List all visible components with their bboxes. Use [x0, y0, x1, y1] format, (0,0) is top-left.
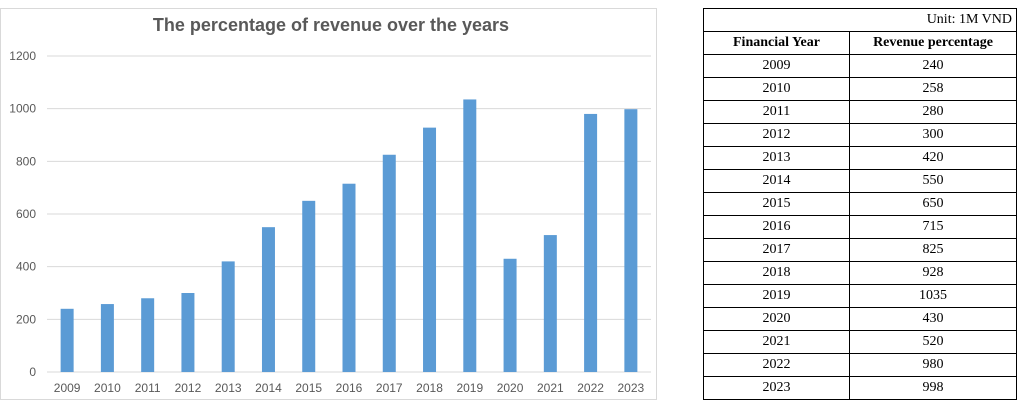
bar-2016	[342, 183, 356, 372]
year-cell: 2010	[703, 77, 850, 101]
x-tick-label: 2009	[54, 381, 81, 395]
table-row: 2011 280	[703, 100, 1017, 124]
revenue-cell: 520	[849, 330, 1017, 354]
x-tick-label: 2015	[295, 381, 322, 395]
revenue-cell: 258	[849, 77, 1017, 101]
y-tick-label: 600	[16, 207, 36, 221]
chart-title: The percentage of revenue over the years	[153, 15, 509, 35]
y-tick-label: 400	[16, 260, 36, 274]
revenue-cell: 430	[849, 307, 1017, 331]
x-tick-label: 2012	[175, 381, 202, 395]
bar-chart: The percentage of revenue over the years…	[9, 15, 651, 395]
bar-2020	[503, 258, 517, 372]
x-tick-label: 2023	[618, 381, 645, 395]
revenue-cell: 715	[849, 215, 1017, 239]
bars	[60, 99, 638, 373]
revenue-cell: 280	[849, 100, 1017, 124]
table-row: 2019 1035	[703, 284, 1017, 308]
revenue-cell: 980	[849, 353, 1017, 377]
table-row: 2009 240	[703, 54, 1017, 78]
table-row: 2015 650	[703, 192, 1017, 216]
unit-row: Unit: 1M VND	[703, 8, 1017, 32]
table-body: 2009 240 2010 258 2011 280 2012 300 2013 420 2014 5…	[703, 54, 1017, 400]
year-cell: 2012	[703, 123, 850, 147]
year-cell: 2018	[703, 261, 850, 285]
revenue-cell: 825	[849, 238, 1017, 262]
y-tick-label: 1200	[9, 49, 36, 63]
x-tick-label: 2021	[537, 381, 564, 395]
bar-2013	[221, 261, 235, 372]
bar-2023	[624, 109, 638, 373]
year-cell: 2020	[703, 307, 850, 331]
year-cell: 2023	[703, 376, 850, 400]
revenue-table-wrapper: Unit: 1M VND Financial Year Revenue perc…	[703, 8, 1017, 400]
table-row: 2016 715	[703, 215, 1017, 239]
revenue-cell: 550	[849, 169, 1017, 193]
bar-2015	[302, 200, 316, 372]
year-cell: 2011	[703, 100, 850, 124]
header-financial-year: Financial Year	[703, 31, 850, 55]
table-row: 2013 420	[703, 146, 1017, 170]
x-tick-label: 2016	[336, 381, 363, 395]
year-cell: 2014	[703, 169, 850, 193]
y-tick-label: 200	[16, 312, 36, 326]
year-cell: 2015	[703, 192, 850, 216]
x-tick-label: 2017	[376, 381, 403, 395]
x-tick-label: 2022	[577, 381, 604, 395]
bar-2019	[463, 99, 477, 372]
revenue-cell: 300	[849, 123, 1017, 147]
revenue-cell: 998	[849, 376, 1017, 400]
bar-2010	[100, 304, 114, 372]
revenue-table: Unit: 1M VND Financial Year Revenue perc…	[703, 8, 1017, 400]
x-tick-label: 2011	[135, 381, 161, 395]
x-tick-label: 2010	[94, 381, 121, 395]
table-row: 2023 998	[703, 376, 1017, 400]
y-tick-label: 0	[29, 365, 36, 379]
x-tick-label: 2018	[416, 381, 443, 395]
bar-2022	[584, 113, 598, 372]
revenue-cell: 420	[849, 146, 1017, 170]
x-tick-label: 2014	[255, 381, 282, 395]
x-tick-label: 2019	[456, 381, 483, 395]
table-row: 2010 258	[703, 77, 1017, 101]
chart-panel: The percentage of revenue over the years…	[0, 8, 657, 400]
header-row: Financial Year Revenue percentage	[703, 31, 1017, 55]
year-cell: 2017	[703, 238, 850, 262]
x-tick-label: 2020	[497, 381, 524, 395]
year-cell: 2009	[703, 54, 850, 78]
table-row: 2022 980	[703, 353, 1017, 377]
unit-label: Unit: 1M VND	[703, 8, 1017, 32]
year-cell: 2016	[703, 215, 850, 239]
year-cell: 2021	[703, 330, 850, 354]
table-row: 2012 300	[703, 123, 1017, 147]
y-tick-label: 1000	[9, 102, 36, 116]
header-revenue-percentage: Revenue percentage	[849, 31, 1017, 55]
year-cell: 2022	[703, 353, 850, 377]
x-tick-label: 2013	[215, 381, 242, 395]
table-row: 2017 825	[703, 238, 1017, 262]
y-axis-ticks: 0 200 400 600 800 1000 1200	[9, 49, 36, 379]
table-row: 2020 430	[703, 307, 1017, 331]
bar-2011	[141, 298, 155, 372]
bar-2021	[543, 235, 557, 372]
year-cell: 2013	[703, 146, 850, 170]
y-tick-label: 800	[16, 154, 36, 168]
revenue-cell: 650	[849, 192, 1017, 216]
year-cell: 2019	[703, 284, 850, 308]
x-axis-ticks: 2009 2010 2011 2012 2013 2014 2015 2016 2017 2018…	[54, 381, 645, 395]
table-row: 2014 550	[703, 169, 1017, 193]
bar-2012	[181, 293, 195, 372]
bar-2009	[60, 308, 74, 372]
revenue-cell: 240	[849, 54, 1017, 78]
revenue-cell: 1035	[849, 284, 1017, 308]
table-row: 2018 928	[703, 261, 1017, 285]
bar-2018	[423, 127, 437, 372]
bar-2014	[261, 227, 275, 372]
bar-2017	[382, 154, 396, 372]
revenue-cell: 928	[849, 261, 1017, 285]
table-row: 2021 520	[703, 330, 1017, 354]
